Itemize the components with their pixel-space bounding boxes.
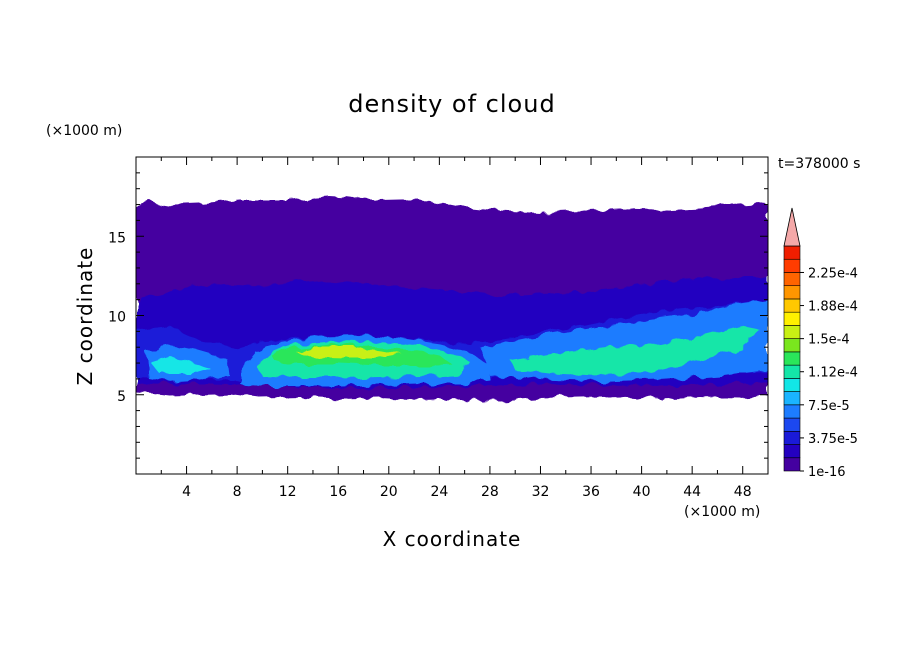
colorbar-segment bbox=[783, 430, 801, 445]
chart-title: density of cloud bbox=[348, 90, 555, 118]
colorbar-label: 7.5e-5 bbox=[808, 399, 850, 414]
x-ticks: 4 8 12 16 20 24 28 32 36 40 44 48 bbox=[160, 157, 752, 500]
colorbar bbox=[783, 207, 801, 472]
y-axis-label: Z coordinate bbox=[73, 247, 97, 386]
time-label: t=378000 s bbox=[778, 156, 860, 172]
colorbar-segment bbox=[783, 325, 801, 339]
x-tick-label: 8 bbox=[233, 484, 242, 500]
colorbar-segment bbox=[783, 272, 801, 287]
x-axis-label: X coordinate bbox=[383, 527, 522, 551]
contour-region-level-6-right bbox=[510, 326, 760, 376]
colorbar-segment bbox=[783, 444, 801, 459]
colorbar-segment bbox=[783, 391, 801, 406]
colorbar-label: 3.75e-5 bbox=[808, 432, 858, 447]
colorbar-extend-arrow bbox=[783, 207, 801, 247]
colorbar-segment bbox=[783, 245, 801, 260]
y-tick-label: 10 bbox=[108, 310, 126, 326]
y-tick-label: 15 bbox=[108, 230, 126, 246]
x-tick-label: 48 bbox=[734, 484, 752, 500]
contour-region-level-5-left bbox=[150, 356, 210, 374]
colorbar-label: 1.88e-4 bbox=[808, 300, 858, 315]
x-tick-label: 36 bbox=[582, 484, 600, 500]
colorbar-label: 2.25e-4 bbox=[808, 266, 858, 281]
y-tick-label: 5 bbox=[117, 389, 126, 405]
x-tick-label: 32 bbox=[532, 484, 550, 500]
colorbar-segment bbox=[783, 285, 801, 300]
colorbar-segment bbox=[783, 351, 801, 366]
y-ticks: 5 10 15 bbox=[108, 172, 768, 459]
x-tick-label: 44 bbox=[683, 484, 701, 500]
colorbar-segment bbox=[783, 417, 801, 432]
colorbar-segment bbox=[783, 378, 801, 392]
colorbar-label: 1e-16 bbox=[808, 465, 846, 480]
contour-region-level-10-anvil bbox=[296, 346, 402, 358]
colorbar-labels: 1e-16 3.75e-5 7.5e-5 1.12e-4 1.5e-4 1.88e-4 2.… bbox=[800, 266, 858, 480]
x-tick-label: 28 bbox=[481, 484, 499, 500]
colorbar-segment bbox=[783, 404, 801, 419]
colorbar-segment bbox=[783, 364, 801, 379]
colorbar-segment bbox=[783, 338, 801, 353]
colorbar-segment bbox=[783, 298, 801, 313]
plot-area bbox=[136, 197, 768, 401]
x-unit-label: (×1000 m) bbox=[684, 504, 760, 520]
x-tick-label: 24 bbox=[430, 484, 448, 500]
colorbar-segment bbox=[783, 258, 801, 273]
y-unit-label: (×1000 m) bbox=[46, 123, 122, 139]
x-tick-label: 40 bbox=[633, 484, 651, 500]
x-tick-label: 20 bbox=[380, 484, 398, 500]
x-tick-label: 16 bbox=[329, 484, 347, 500]
colorbar-label: 1.5e-4 bbox=[808, 333, 850, 348]
colorbar-segment bbox=[783, 457, 801, 472]
colorbar-segment bbox=[783, 311, 801, 326]
x-tick-label: 12 bbox=[279, 484, 297, 500]
colorbar-label: 1.12e-4 bbox=[808, 366, 858, 381]
x-tick-label: 4 bbox=[182, 484, 191, 500]
